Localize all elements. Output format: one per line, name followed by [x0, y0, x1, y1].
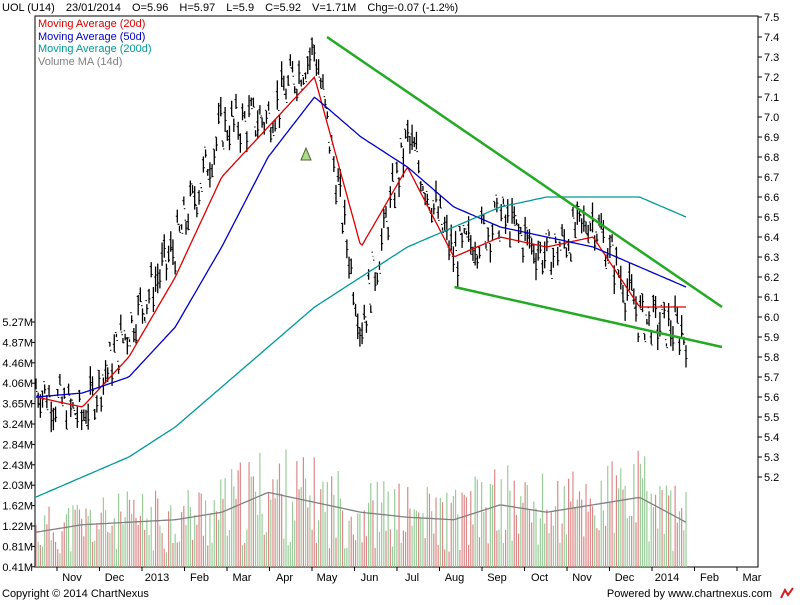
volume-ma-line — [35, 491, 687, 533]
volume-tick-label: 1.22M — [2, 521, 33, 533]
time-tick-label: Feb — [700, 572, 719, 584]
price-axis: 7.5 7.4 7.3 7.2 7.1 7.0 6.9 6.8 6.7 6.6 6.5 6.4 6.3 6… — [758, 12, 779, 484]
time-tick-label: Oct — [531, 572, 548, 584]
time-tick-label: Dec — [615, 572, 635, 584]
price-tick-label: 5.5 — [764, 412, 779, 424]
time-tick-label: Dec — [105, 572, 125, 584]
time-tick-label: Sep — [487, 572, 507, 584]
time-tick-label: 2013 — [145, 572, 169, 584]
price-tick-label: 5.4 — [764, 432, 779, 444]
quote-header: UOL (U14) 23/01/2014 O=5.96 H=5.97 L=5.9… — [2, 2, 466, 14]
ma50-line — [35, 96, 687, 398]
time-tick-label: 2014 — [655, 572, 679, 584]
plot-area — [34, 15, 759, 568]
price-tick-label: 6.1 — [764, 292, 779, 304]
low-value: L=5.9 — [226, 2, 255, 14]
time-tick-label: Nov — [572, 572, 592, 584]
volume-axis: 5.27M 4.87M 4.46M 4.06M 3.65M 3.24M 2.84M 2.43M… — [2, 317, 35, 574]
ticker: UOL (U14) — [2, 2, 55, 14]
legend-ma200: Moving Average (200d) — [38, 43, 152, 55]
powered-by-link[interactable]: Powered by www.chartnexus.com — [606, 588, 772, 600]
volume-tick-label: 1.62M — [2, 501, 33, 513]
price-tick-label: 7.1 — [764, 92, 779, 104]
price-tick-label: 6.6 — [764, 192, 779, 204]
price-tick-label: 6.5 — [764, 212, 779, 224]
volume-value: V=1.71M — [312, 2, 357, 14]
price-tick-label: 6.4 — [764, 232, 779, 244]
price-tick-label: 7.3 — [764, 52, 779, 64]
volume-bars — [35, 449, 687, 567]
time-tick-label: Mar — [743, 572, 762, 584]
time-tick-label: May — [317, 572, 338, 584]
price-tick-label: 5.2 — [764, 472, 779, 484]
indicator-lines — [35, 35, 723, 533]
price-tick-label: 5.3 — [764, 452, 779, 464]
price-tick-label: 6.9 — [764, 132, 779, 144]
ma200-line — [35, 196, 687, 498]
price-tick-label: 6.8 — [764, 152, 779, 164]
price-tick-label: 6.0 — [764, 312, 779, 324]
time-tick-label: Jul — [405, 572, 419, 584]
volume-tick-label: 2.84M — [2, 439, 33, 451]
close-value: C=5.92 — [265, 2, 301, 14]
open-value: O=5.96 — [131, 2, 169, 14]
price-tick-label: 5.8 — [764, 352, 779, 364]
legend-ma50: Moving Average (50d) — [38, 30, 146, 43]
alert-icon — [300, 146, 312, 161]
price-tick-label: 5.9 — [764, 332, 779, 344]
volume-tick-label: 2.03M — [2, 480, 33, 492]
volume-tick-label: 0.41M — [2, 562, 33, 574]
time-tick-label: Jun — [361, 572, 379, 584]
ma20-line — [35, 76, 686, 408]
volume-tick-label: 0.81M — [2, 541, 33, 553]
lower-trendline — [454, 285, 723, 349]
change-value: Chg=-0.07 (-1.2%) — [367, 2, 459, 14]
time-tick-label: Nov — [62, 572, 82, 584]
price-tick-label: 6.3 — [764, 252, 779, 264]
chartnexus-logo-icon — [780, 587, 794, 599]
volume-tick-label: 4.46M — [2, 358, 33, 370]
volume-tick-label: 3.24M — [2, 419, 33, 431]
volume-tick-label: 3.65M — [2, 399, 33, 411]
price-tick-label: 7.5 — [764, 12, 779, 24]
price-tick-label: 7.4 — [764, 32, 779, 44]
time-tick-label: Apr — [276, 572, 293, 584]
upper-trendline — [326, 35, 723, 309]
chart-legend: Moving Average (20d) Moving Average (50d… — [38, 18, 152, 68]
volume-tick-label: 4.06M — [2, 378, 33, 390]
price-tick-label: 6.2 — [764, 272, 779, 284]
price-tick-label: 5.7 — [764, 372, 779, 384]
price-tick-label: 6.7 — [764, 172, 779, 184]
time-axis: Nov Dec 2013 Feb Mar Apr May Jun Jul Aug Sep Oct Nov… — [56, 567, 762, 584]
volume-tick-label: 4.87M — [2, 337, 33, 349]
time-tick-label: Mar — [233, 572, 252, 584]
quote-date: 23/01/2014 — [65, 2, 121, 14]
time-tick-label: Aug — [445, 572, 465, 584]
price-tick-label: 5.6 — [764, 392, 779, 404]
volume-tick-label: 5.27M — [2, 317, 33, 329]
copyright-text: Copyright © 2014 ChartNexus — [2, 588, 149, 600]
price-tick-label: 7.0 — [764, 112, 779, 124]
time-tick-label: Feb — [190, 572, 209, 584]
price-tick-label: 7.2 — [764, 72, 779, 84]
legend-ma20: Moving Average (20d) — [38, 18, 146, 30]
legend-volume-ma: Volume MA (14d) — [38, 55, 123, 68]
volume-tick-label: 2.43M — [2, 460, 33, 472]
high-value: H=5.97 — [179, 2, 216, 14]
